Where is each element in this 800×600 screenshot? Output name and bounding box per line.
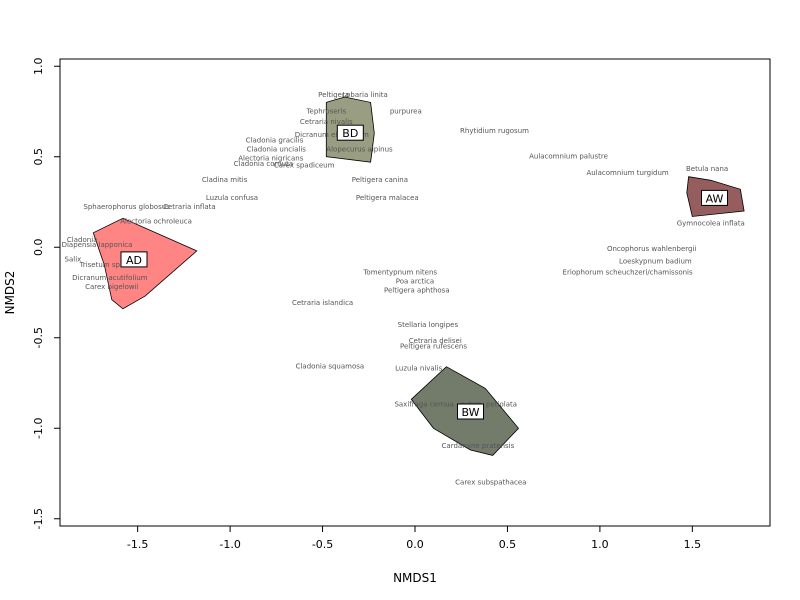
y-tick-label: -0.5 [32, 327, 45, 348]
species-label: Cladonia squamosa [296, 363, 365, 371]
group-label-box-aw [701, 189, 728, 206]
species-label: Alopecurus alpinus [326, 145, 393, 153]
species-label: Peltigera aphthosa [384, 287, 450, 295]
species-label: Cladonia cornuta [234, 160, 294, 168]
species-label: Saxifraga cernua [394, 401, 453, 409]
group-label-aw: AW [706, 192, 724, 205]
species-label: Carex spadiceum [274, 162, 335, 170]
species-label: Peltigera [318, 91, 349, 99]
species-label: Peltigera rufescens [400, 343, 467, 351]
species-label: Cetraria inflata [163, 203, 216, 211]
species-label: Sphaerophorus globosus [83, 203, 170, 211]
species-label: Cetraria delisei [409, 337, 462, 345]
group-label-ad: AD [126, 254, 142, 267]
species-label: Alectoria ochroleuca [120, 218, 192, 226]
species-label: Lobaria linita [342, 91, 387, 99]
species-label: Cladina mitis [202, 176, 248, 184]
species-label: Peltigera malacea [356, 194, 419, 202]
group-label-box-ad [120, 251, 148, 268]
species-label: purpurea [390, 107, 422, 115]
species-label: Aulacomnium turgidum [586, 169, 668, 177]
group-label-bd: BD [342, 127, 358, 140]
species-label: Dicranum elongatum [295, 131, 369, 139]
species-label: Tephroseris [305, 107, 346, 115]
y-tick-label: 0.5 [32, 148, 45, 166]
x-axis-title: NMDS1 [393, 571, 437, 585]
species-label: Tomentypnum nitens [362, 268, 437, 276]
species-label: Luzula confusa [206, 194, 258, 202]
x-tick-label: 1.0 [591, 538, 609, 551]
species-label: Carex subspathacea [455, 478, 526, 486]
x-tick-label: 0.0 [406, 538, 424, 551]
species-label: Carex bigelowii [85, 283, 138, 291]
species-label: Cladonia uncialis [247, 145, 307, 153]
species-label: Diapensia lapponica [62, 241, 133, 249]
y-tick-label: -1.5 [32, 508, 45, 529]
species-label: subsp. petiolata [461, 401, 517, 409]
species-label: Oncophorus wahlenbergii [607, 245, 696, 253]
x-tick-label: -0.5 [312, 538, 333, 551]
y-axis-title: NMDS2 [3, 271, 17, 315]
group-labels: AD BD AW BW [120, 124, 728, 420]
species-label: Cladonia [67, 236, 98, 244]
group-label-bw: BW [461, 406, 479, 419]
group-label-box-bd [336, 124, 364, 141]
species-label: Cetraria nivalis [300, 118, 353, 126]
species-label: Trisetum spicatum [79, 261, 145, 269]
group-label-box-bw [457, 403, 484, 420]
species-label: Luzula nivalis [395, 364, 442, 372]
species-label: Cetraria islandica [292, 299, 353, 307]
species-label: Cladonia gracilis [246, 136, 304, 144]
plot-frame [59, 58, 771, 527]
species-label: Poa arctica [396, 277, 434, 285]
x-tick-label: 0.5 [499, 538, 517, 551]
species-label: Cardamine pratensis [442, 442, 515, 450]
species-label: Eriophorum scheuchzeri/chamissonis [563, 268, 693, 276]
y-tick-label: -1.0 [32, 418, 45, 439]
species-label: Rhytidium rugosum [460, 127, 529, 135]
species-label: Stellaria longipes [398, 321, 459, 329]
y-tick-label: 1.0 [32, 57, 45, 75]
species-label: Betula nana [686, 165, 728, 173]
x-tick-label: 1.5 [684, 538, 702, 551]
species-label: Aulacomnium palustre [529, 153, 608, 161]
species-label: Loeskypnum badium [619, 258, 692, 266]
y-tick-label: 0.0 [32, 238, 45, 256]
species-label: Salix [65, 256, 82, 264]
x-tick-label: -1.0 [219, 538, 240, 551]
axes: -1.5 -1.0 -0.5 0.0 0.5 1.0 1.5 -1.5 -1.0 -0.5 0.0 0… [32, 57, 701, 551]
species-label: Peltigera canina [352, 176, 408, 184]
species-label: Alectoria nigricans [238, 154, 303, 162]
species-label: Dicranum acutifolium [72, 274, 148, 282]
species-label: Gymnocolea inflata [677, 220, 745, 228]
x-tick-label: -1.5 [127, 538, 148, 551]
